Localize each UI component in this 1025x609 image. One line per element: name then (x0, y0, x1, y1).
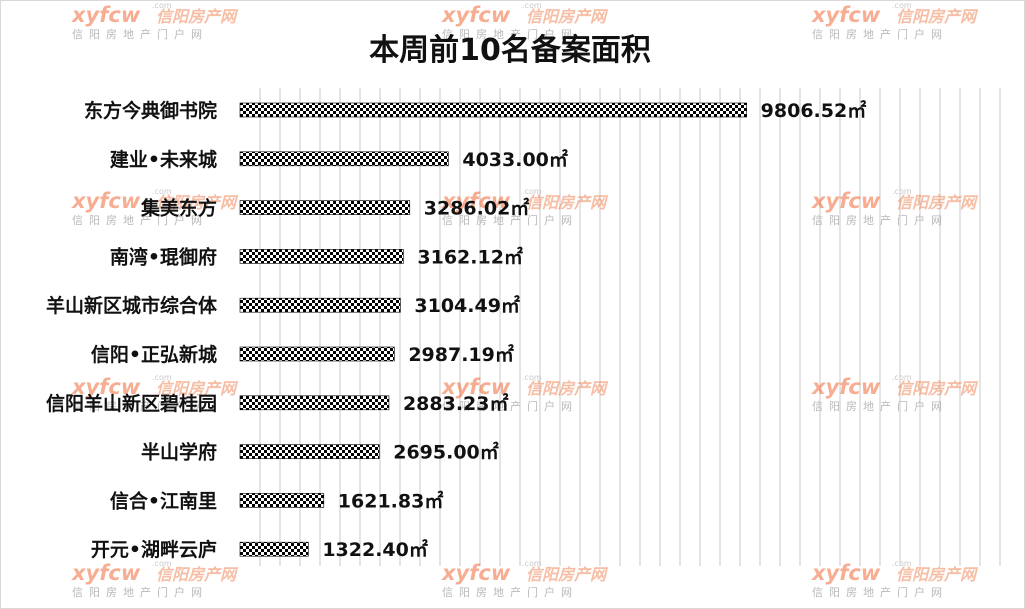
svg-text:xyfcw: xyfcw (811, 3, 881, 27)
svg-text:xyfcw: xyfcw (71, 561, 141, 585)
svg-text:信阳房地产门户网: 信阳房地产门户网 (812, 399, 948, 413)
bar-1 (239, 102, 747, 118)
svg-text:.com: .com (892, 1, 912, 10)
svg-text:xyfcw: xyfcw (71, 3, 141, 27)
svg-text:.com: .com (522, 373, 542, 382)
bar-10 (239, 541, 309, 557)
svg-text:信阳房地产门户网: 信阳房地产门户网 (72, 399, 208, 413)
svg-text:信阳房地产门户网: 信阳房地产门户网 (812, 27, 948, 41)
category-label-7: 信阳羊山新区碧桂园 (46, 392, 217, 415)
bar-8 (239, 444, 380, 459)
svg-text:.com: .com (152, 187, 172, 196)
svg-text:信阳房产网: 信阳房产网 (896, 379, 979, 398)
bar-7 (239, 395, 390, 411)
svg-text:信阳房产网: 信阳房产网 (896, 565, 979, 584)
svg-text:信阳房产网: 信阳房产网 (156, 7, 239, 26)
svg-text:信阳房地产门户网: 信阳房地产门户网 (442, 585, 578, 599)
category-label-5: 羊山新区城市综合体 (46, 294, 218, 317)
value-label-5: 3104.49㎡ (414, 294, 520, 317)
value-label-4: 3162.12㎡ (417, 245, 523, 268)
bar-6 (239, 346, 395, 362)
svg-text:xyfcw: xyfcw (441, 375, 511, 399)
svg-text:信阳房产网: 信阳房产网 (526, 379, 609, 398)
svg-text:信阳房产网: 信阳房产网 (526, 565, 609, 584)
svg-text:xyfcw: xyfcw (811, 561, 881, 585)
svg-text:.com: .com (892, 187, 912, 196)
value-label-1: 9806.52㎡ (761, 99, 867, 122)
svg-text:.com: .com (152, 559, 172, 568)
svg-text:xyfcw: xyfcw (441, 3, 511, 27)
bar-5 (239, 297, 401, 313)
svg-text:.com: .com (152, 1, 172, 10)
svg-text:信阳房地产门户网: 信阳房地产门户网 (442, 399, 578, 413)
value-label-9: 1621.83㎡ (338, 489, 444, 512)
svg-text:xyfcw: xyfcw (71, 375, 141, 399)
category-labels: 东方今典御书院建业•未来城集美东方南湾•琨御府羊山新区城市综合体信阳•正弘新城信… (46, 99, 218, 561)
category-label-10: 开元•湖畔云庐 (91, 538, 217, 561)
svg-text:信阳房产网: 信阳房产网 (526, 193, 609, 212)
svg-text:.com: .com (522, 559, 542, 568)
svg-text:xyfcw: xyfcw (441, 561, 511, 585)
svg-text:xyfcw: xyfcw (811, 375, 881, 399)
svg-text:信阳房产网: 信阳房产网 (156, 565, 239, 584)
svg-text:信阳房产网: 信阳房产网 (156, 379, 239, 398)
svg-text:信阳房地产门户网: 信阳房地产门户网 (72, 585, 208, 599)
svg-text:信阳房产网: 信阳房产网 (526, 7, 609, 26)
bar-2 (239, 151, 449, 167)
value-labels: 9806.52㎡ 4033.00㎡ 3286.02㎡ 3162.12㎡ 3104.49㎡… (322, 99, 866, 561)
category-label-3: 集美东方 (140, 197, 217, 220)
svg-text:xyfcw: xyfcw (811, 189, 881, 213)
bar-series (239, 102, 747, 557)
svg-text:信阳房产网: 信阳房产网 (156, 193, 239, 212)
value-label-7: 2883.23㎡ (403, 392, 509, 415)
value-label-3: 3286.02㎡ (424, 197, 530, 220)
gridlines (259, 88, 1001, 566)
svg-text:.com: .com (892, 559, 912, 568)
svg-text:信阳房地产门户网: 信阳房地产门户网 (442, 213, 578, 227)
category-label-9: 信合•江南里 (110, 489, 217, 512)
bar-9 (239, 493, 325, 508)
category-label-6: 信阳•正弘新城 (91, 343, 217, 366)
value-label-8: 2695.00㎡ (393, 441, 499, 464)
value-label-6: 2987.19㎡ (408, 343, 514, 366)
bar-3 (239, 200, 411, 215)
value-label-10: 1322.40㎡ (322, 538, 428, 561)
svg-text:信阳房地产门户网: 信阳房地产门户网 (72, 27, 208, 41)
svg-text:.com: .com (522, 1, 542, 10)
value-label-2: 4033.00㎡ (462, 148, 568, 171)
svg-text:.com: .com (522, 187, 542, 196)
bar-4 (239, 249, 404, 264)
svg-text:信阳房地产门户网: 信阳房地产门户网 (812, 585, 948, 599)
category-label-2: 建业•未来城 (110, 148, 217, 171)
svg-text:信阳房产网: 信阳房产网 (896, 193, 979, 212)
svg-text:信阳房产网: 信阳房产网 (896, 7, 979, 26)
svg-text:.com: .com (152, 373, 172, 382)
chart-title: 本周前10名备案面积 (369, 33, 651, 68)
category-label-8: 半山学府 (141, 441, 217, 464)
svg-text:信阳房地产门户网: 信阳房地产门户网 (72, 213, 208, 227)
svg-text:信阳房地产门户网: 信阳房地产门户网 (442, 27, 578, 41)
svg-text:xyfcw: xyfcw (71, 189, 141, 213)
category-label-4: 南湾•琨御府 (110, 245, 217, 268)
svg-text:信阳房地产门户网: 信阳房地产门户网 (812, 213, 948, 227)
svg-text:.com: .com (892, 373, 912, 382)
category-label-1: 东方今典御书院 (84, 99, 217, 122)
svg-text:xyfcw: xyfcw (441, 189, 511, 213)
